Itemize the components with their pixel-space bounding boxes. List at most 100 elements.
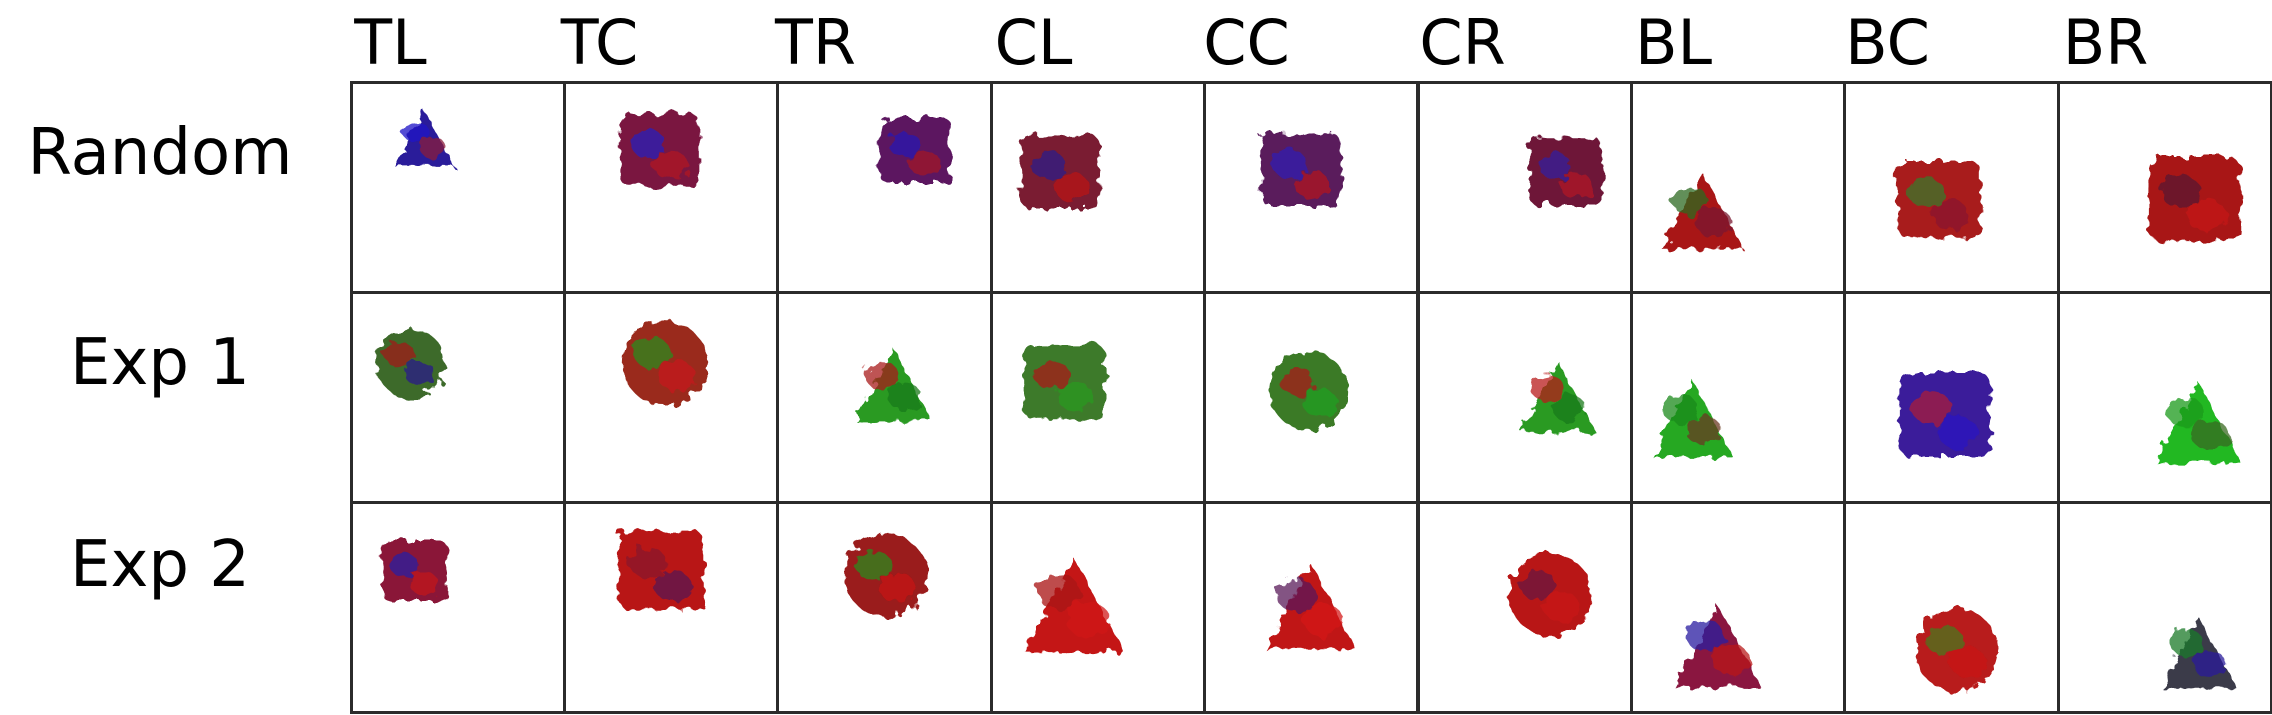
color-noise-patch — [1937, 415, 1978, 449]
color-noise-patch — [1277, 579, 1318, 613]
generated-image — [1265, 563, 1357, 650]
grid-cell-exp-1-tr — [776, 290, 993, 505]
generated-image — [2155, 381, 2241, 463]
generated-image — [880, 117, 952, 183]
generated-image — [1529, 137, 1603, 205]
color-noise-patch — [1551, 394, 1585, 422]
color-noise-patch — [2170, 629, 2204, 657]
generated-image — [1261, 132, 1341, 206]
color-noise-patch — [2186, 199, 2227, 232]
grid-cell-random-br — [2056, 80, 2272, 294]
color-noise-patch — [2191, 419, 2229, 451]
color-noise-patch — [1950, 647, 1987, 678]
column-label-tr: TR — [775, 6, 856, 79]
color-noise-patch — [1303, 604, 1344, 637]
color-noise-patch — [1672, 185, 1708, 215]
grid-cell-exp-1-bc — [1843, 290, 2060, 505]
color-noise-patch — [1543, 592, 1580, 623]
grid-cell-random-cl — [989, 80, 1207, 294]
grid-cell-exp-2-bc — [1843, 501, 2060, 715]
grid-cell-exp-2-cl — [989, 501, 1207, 715]
column-label-bl: BL — [1634, 6, 1713, 79]
color-noise-patch — [887, 382, 922, 411]
color-noise-patch — [657, 360, 696, 391]
color-noise-patch — [1033, 360, 1070, 390]
color-noise-patch — [1538, 152, 1571, 179]
column-label-cr: CR — [1419, 6, 1506, 79]
column-label-tc: TC — [560, 6, 639, 79]
color-noise-patch — [653, 150, 689, 179]
generated-image — [1508, 553, 1592, 637]
grid-cell-random-tr — [776, 80, 993, 294]
grid-cell-random-bl — [1629, 80, 1847, 294]
color-noise-patch — [389, 553, 419, 578]
generated-image — [1520, 360, 1596, 433]
generated-image — [375, 328, 445, 398]
color-noise-patch — [629, 547, 667, 579]
grid-cell-random-tc — [562, 80, 780, 294]
grid-cell-exp-1-cc — [1203, 290, 1420, 505]
color-noise-patch — [2191, 649, 2225, 677]
grid-cell-random-cr — [1416, 80, 1633, 294]
grid-cell-exp-2-tr — [776, 501, 993, 715]
color-noise-patch — [404, 360, 435, 386]
color-noise-patch — [1294, 169, 1330, 199]
color-noise-patch — [1710, 643, 1750, 675]
generated-image — [1269, 351, 1349, 431]
color-noise-patch — [889, 131, 921, 157]
color-noise-patch — [1932, 199, 1970, 230]
grid-cell-exp-1-bl — [1629, 290, 1847, 505]
color-noise-patch — [1559, 172, 1592, 199]
color-noise-patch — [1695, 207, 1732, 237]
grid-cell-random-bc — [1843, 80, 2060, 294]
color-noise-patch — [1057, 382, 1093, 412]
grid-cell-exp-1-cr — [1416, 290, 1633, 505]
column-label-bc: BC — [1845, 6, 1930, 79]
generated-image — [1915, 608, 1999, 692]
column-label-tl: TL — [354, 6, 427, 79]
generated-image — [622, 320, 708, 406]
color-noise-patch — [1530, 373, 1564, 401]
grid-cell-exp-1-tc — [562, 290, 780, 505]
color-noise-patch — [384, 342, 415, 368]
color-noise-patch — [408, 571, 438, 595]
generated-image — [1661, 171, 1743, 249]
column-label-cc: CC — [1203, 6, 1290, 79]
grid-cell-exp-2-tc — [562, 501, 780, 715]
generated-image — [618, 530, 704, 609]
color-noise-patch — [418, 136, 445, 158]
row-label-random: Random — [27, 116, 293, 190]
color-noise-patch — [1662, 393, 1698, 424]
generated-image — [381, 540, 447, 601]
column-label-cl: CL — [994, 6, 1073, 79]
color-noise-patch — [1926, 625, 1963, 656]
grid-cell-exp-1-cl — [989, 290, 1207, 505]
generated-image — [394, 109, 454, 166]
color-noise-patch — [1685, 415, 1722, 445]
grid-cell-random-tl — [349, 80, 566, 294]
column-label-br: BR — [2062, 6, 2149, 79]
row-label-exp-2: Exp 2 — [70, 528, 250, 602]
generated-image — [2160, 616, 2236, 688]
grid-cell-exp-2-bl — [1629, 501, 1847, 715]
color-noise-patch — [1911, 390, 1952, 424]
color-noise-patch — [1065, 601, 1110, 638]
color-noise-patch — [909, 150, 942, 177]
color-noise-patch — [401, 120, 428, 142]
generated-image — [620, 113, 700, 186]
grid-cell-exp-2-cc — [1203, 501, 1420, 715]
color-noise-patch — [855, 550, 892, 581]
grid-cell-exp-2-cr — [1416, 501, 1633, 715]
color-noise-patch — [2160, 174, 2201, 208]
color-noise-patch — [1030, 150, 1066, 180]
color-noise-patch — [2166, 396, 2204, 428]
color-noise-patch — [633, 337, 671, 368]
generated-image — [2148, 156, 2240, 241]
color-noise-patch — [1519, 570, 1556, 600]
generated-image — [1674, 604, 1762, 688]
grid-cell-exp-1-br — [2056, 290, 2272, 505]
color-noise-patch — [1279, 366, 1315, 396]
generated-image — [844, 533, 928, 617]
generated-image — [1020, 134, 1100, 208]
color-noise-patch — [653, 570, 692, 602]
